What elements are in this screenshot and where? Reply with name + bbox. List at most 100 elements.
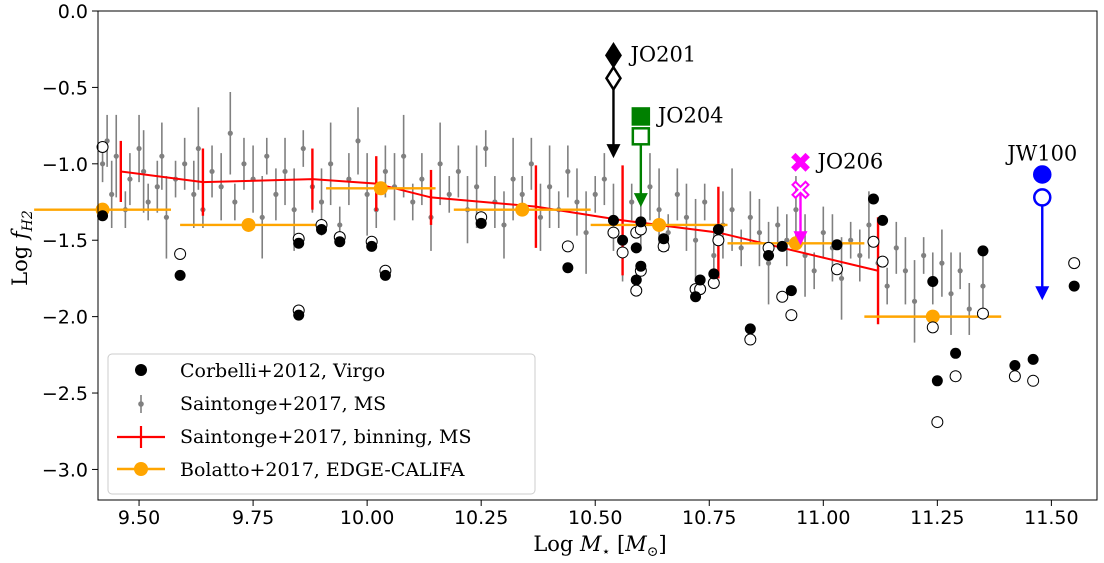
saintonge-point: [300, 145, 306, 152]
corbelli-open-point: [1027, 374, 1040, 387]
saintonge-point: [182, 161, 188, 167]
saintonge-point: [547, 184, 553, 190]
y-tick-label: −2.0: [42, 307, 88, 329]
saintonge-point: [355, 138, 361, 144]
saintonge-point: [437, 161, 443, 167]
saintonge-point: [141, 168, 147, 175]
y-tick-label: −1.0: [42, 154, 88, 176]
saintonge-point: [866, 222, 872, 228]
saintonge-point: [382, 168, 388, 175]
corbelli-point: [475, 217, 487, 229]
corbelli-open-point: [712, 234, 725, 247]
annotation-filled-marker: [604, 41, 622, 69]
saintonge-point: [939, 260, 945, 266]
legend-box: [107, 353, 536, 495]
saintonge-point: [674, 191, 680, 197]
saintonge-point: [683, 214, 690, 220]
corbelli-point: [1068, 280, 1080, 292]
corbelli-point: [776, 240, 788, 252]
corbelli-open-point: [776, 290, 789, 303]
x-tick-label: 9.50: [118, 507, 160, 529]
x-tick-label: 10.75: [682, 507, 736, 529]
x-axis-label: Log M⋆ [M⊙]: [533, 532, 666, 560]
x-tick-label: 9.75: [232, 507, 274, 529]
saintonge-point: [793, 207, 799, 213]
corbelli-point: [708, 268, 720, 280]
saintonge-point: [419, 176, 425, 182]
saintonge-point: [980, 283, 986, 289]
corbelli-point: [293, 309, 305, 321]
saintonge-point: [647, 184, 653, 190]
corbelli-point: [658, 233, 670, 245]
saintonge-point: [483, 145, 489, 152]
legend-symbol-corbelli: [135, 364, 147, 376]
x-tick-label: 10.00: [340, 507, 394, 529]
corbelli-point: [712, 224, 724, 236]
corbelli-point: [931, 375, 943, 387]
saintonge-point: [857, 252, 863, 259]
corbelli-point: [694, 274, 706, 286]
upper-limit-arrowhead: [606, 144, 621, 159]
annotation-open-marker: [631, 127, 651, 146]
legend-label-binning: Saintonge+2017, binning, MS: [180, 426, 471, 448]
saintonge-point: [519, 191, 525, 197]
corbelli-open-point: [976, 307, 989, 320]
saintonge-layer: [99, 91, 986, 343]
corbelli-point: [785, 285, 797, 297]
saintonge-point: [195, 145, 201, 152]
saintonge-point: [227, 130, 233, 136]
annotation-open-marker: [604, 64, 622, 92]
corbelli-open-point: [926, 321, 939, 334]
saintonge-point: [328, 161, 334, 167]
annotation-filled-marker: [791, 152, 810, 172]
corbelli-open-point: [561, 240, 574, 253]
saintonge-point: [241, 161, 247, 167]
saintonge-point: [848, 237, 854, 243]
corbelli-open-point: [174, 247, 187, 260]
corbelli-open-point: [96, 141, 109, 154]
saintonge-point: [702, 199, 708, 205]
corbelli-open-point: [867, 235, 880, 248]
saintonge-point: [665, 229, 671, 236]
saintonge-point: [337, 222, 343, 228]
corbelli-open-point: [876, 255, 889, 268]
saintonge-point: [113, 153, 119, 159]
saintonge-point: [893, 245, 899, 251]
y-tick-label: −1.5: [42, 230, 88, 252]
corbelli-open-point: [949, 370, 962, 383]
corbelli-point: [630, 274, 642, 286]
legend: Corbelli+2012, Virgo Saintonge+2017, MS …: [107, 353, 536, 495]
saintonge-point: [218, 184, 224, 190]
saintonge-point: [259, 214, 265, 220]
saintonge-point: [510, 176, 516, 182]
saintonge-point: [592, 191, 598, 197]
corbelli-point: [379, 269, 391, 281]
saintonge-point: [902, 268, 909, 274]
x-tick-label: 10.25: [454, 507, 508, 529]
saintonge-point: [346, 176, 352, 182]
saintonge-point: [127, 176, 133, 182]
corbelli-point: [977, 245, 989, 257]
saintonge-point: [629, 199, 635, 205]
corbelli-point: [763, 250, 775, 261]
saintonge-point: [537, 214, 544, 220]
saintonge-point: [811, 268, 817, 274]
saintonge-point: [784, 237, 790, 243]
annotation-open-marker: [791, 180, 810, 200]
corbelli-open-point: [630, 284, 643, 297]
saintonge-point: [528, 161, 534, 167]
saintonge-point: [966, 306, 972, 312]
corbelli-point: [97, 210, 109, 222]
annotation-filled-marker: [1033, 165, 1052, 184]
saintonge-point: [775, 222, 781, 228]
saintonge-point: [729, 207, 735, 213]
y-axis-label: Log fH2: [8, 210, 36, 286]
annotation-layer: JO201 JO204 JO206 JW100: [604, 41, 1077, 301]
corbelli-open-point: [1008, 370, 1021, 383]
saintonge-point: [232, 199, 238, 205]
corbelli-point: [690, 291, 702, 303]
saintonge-point: [711, 252, 717, 259]
saintonge-point: [884, 283, 890, 289]
corbelli-point: [877, 214, 889, 226]
